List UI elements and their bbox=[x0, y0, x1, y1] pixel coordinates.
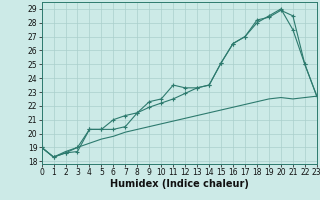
X-axis label: Humidex (Indice chaleur): Humidex (Indice chaleur) bbox=[110, 179, 249, 189]
